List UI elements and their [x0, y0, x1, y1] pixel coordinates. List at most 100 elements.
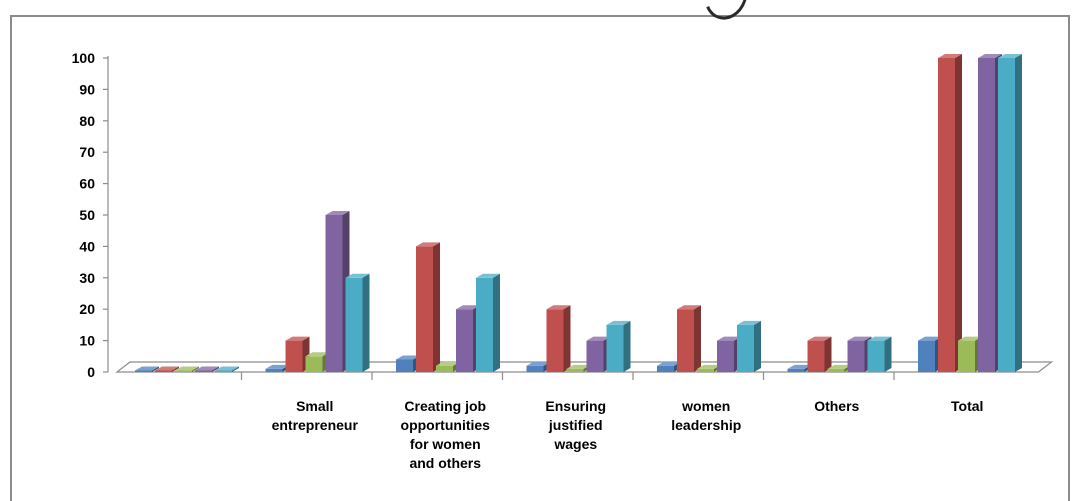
bar-front	[938, 58, 955, 372]
bar-front	[175, 370, 192, 372]
bar-top	[657, 361, 681, 366]
bar-top	[566, 364, 591, 369]
bar-top	[787, 364, 812, 369]
bar	[195, 366, 219, 372]
bar-top	[436, 361, 460, 366]
bar	[867, 336, 892, 372]
bar-top	[827, 364, 852, 369]
bar-side	[172, 366, 179, 372]
bar	[546, 305, 571, 372]
bar-top	[195, 366, 219, 371]
bar	[938, 54, 962, 372]
bar-front	[325, 215, 343, 372]
chart-frame	[10, 15, 1070, 501]
bar	[606, 320, 631, 372]
bar-front	[978, 58, 995, 372]
bar-top	[456, 305, 480, 310]
bar-front	[586, 340, 604, 372]
bar-front	[285, 340, 303, 372]
x-category-label: Total	[951, 398, 983, 414]
bar-side	[152, 366, 159, 372]
x-category-label: Others	[814, 398, 859, 414]
x-category-label: justified	[548, 417, 603, 433]
bar-front	[847, 340, 865, 372]
bar-side	[694, 305, 701, 372]
bar-front	[867, 340, 885, 372]
bar-top	[265, 364, 290, 369]
bar	[476, 273, 500, 372]
bar-side	[563, 305, 571, 372]
bar-side	[754, 320, 761, 372]
bar-top	[847, 336, 872, 341]
bar-side	[493, 273, 500, 372]
bar	[677, 305, 701, 372]
bar-front	[697, 368, 714, 372]
bar-top	[978, 54, 1002, 58]
bar-top	[215, 366, 239, 371]
y-tick-label: 0	[87, 364, 95, 380]
y-tick-label: 70	[79, 144, 95, 160]
labels-layer: 0 10 20 30 40 50 60 70 80 90 100 Small entrepreneur C…	[72, 50, 984, 471]
bar-front	[195, 370, 212, 372]
x-category-label: and others	[409, 455, 481, 471]
bar-top	[998, 54, 1022, 58]
bar-front	[787, 368, 805, 372]
bar-front	[456, 309, 473, 372]
x-category-label: entrepreneur	[272, 417, 359, 433]
bar-front	[526, 365, 544, 372]
bar	[215, 366, 239, 372]
bar-front	[215, 370, 232, 372]
bar-side	[433, 242, 440, 372]
bar-top	[396, 355, 420, 360]
x-category-label: Creating job	[404, 398, 486, 414]
y-tick-label: 50	[79, 207, 95, 223]
x-category-label: Ensuring	[545, 398, 606, 414]
bar-top	[697, 364, 721, 369]
bar-front	[827, 368, 845, 372]
bar-front	[566, 368, 584, 372]
bar	[175, 366, 199, 372]
bar-top	[938, 54, 962, 58]
bar-top	[807, 336, 832, 341]
bar-top	[155, 366, 179, 371]
bar-front	[918, 340, 935, 372]
bar-front	[436, 365, 453, 372]
bar-front	[737, 324, 754, 372]
bar-top	[737, 320, 761, 325]
bar-side	[212, 366, 219, 372]
bar-side	[362, 273, 370, 372]
bar-side	[1015, 54, 1022, 372]
bar-top	[546, 305, 571, 310]
bar-front	[958, 340, 975, 372]
bar-top	[606, 320, 631, 325]
bar-front	[546, 309, 564, 372]
x-category-label: wages	[553, 436, 597, 452]
bar-front	[345, 277, 363, 372]
bar-top	[918, 336, 942, 341]
axes-layer	[103, 56, 1054, 380]
x-category-label: leadership	[671, 417, 741, 433]
y-tick-label: 90	[79, 81, 95, 97]
bar	[416, 242, 440, 372]
bar-front	[606, 324, 624, 372]
bar-top	[476, 273, 500, 278]
bar-front	[476, 277, 493, 372]
y-tick-label: 20	[79, 301, 95, 317]
bar-side	[192, 366, 199, 372]
bar-front	[657, 365, 674, 372]
bar-side	[824, 336, 832, 372]
bar-top	[285, 336, 310, 341]
bar	[807, 336, 832, 372]
y-tick-label: 100	[72, 50, 96, 66]
bar-front	[998, 58, 1015, 372]
x-category-label: opportunities	[401, 417, 491, 433]
y-tick-label: 80	[79, 113, 95, 129]
bar-front	[807, 340, 825, 372]
bar	[737, 320, 761, 372]
bar-top	[175, 366, 199, 371]
bar	[345, 273, 370, 372]
bar-side	[232, 366, 239, 372]
bar-side	[623, 320, 631, 372]
bar-top	[677, 305, 701, 310]
